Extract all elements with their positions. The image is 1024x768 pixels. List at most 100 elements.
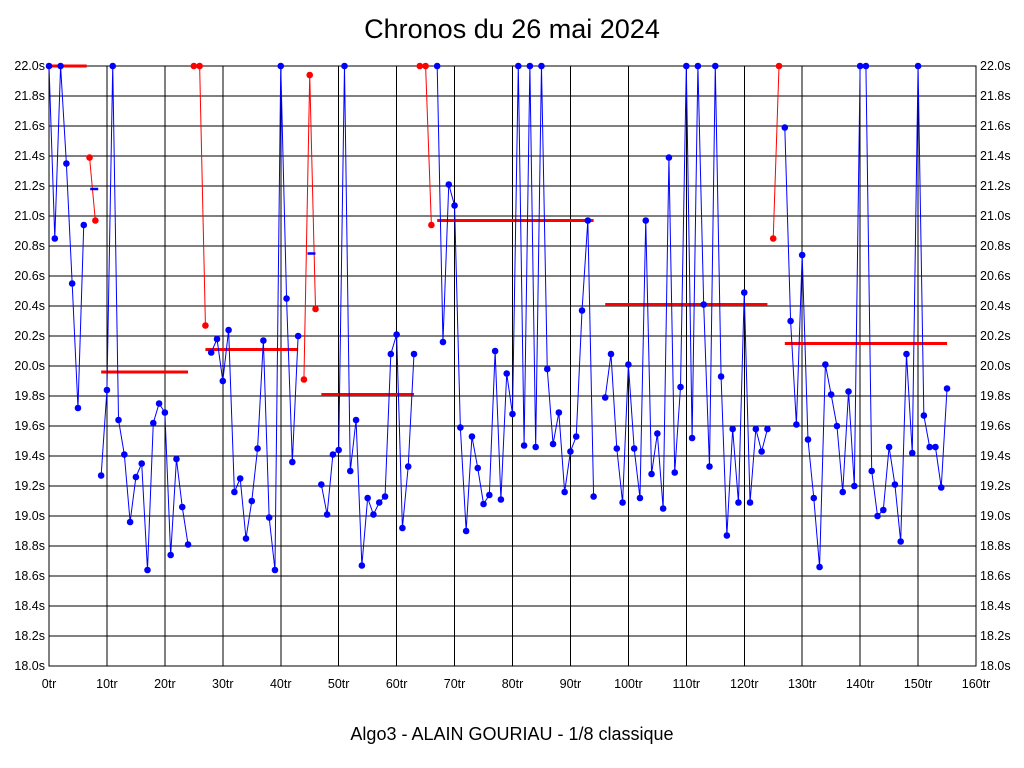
data-point-tour [758, 448, 765, 455]
data-point-tour [457, 424, 464, 431]
chart-title: Chronos du 26 mai 2024 [364, 14, 660, 44]
y-tick-label-right: 19.2s [980, 479, 1011, 493]
data-point-tour [503, 370, 511, 377]
data-point-tour [178, 503, 186, 511]
series-line-tours [210, 65, 299, 571]
data-point-tour [851, 482, 858, 490]
data-point-penalite [775, 62, 783, 70]
data-point-tour [891, 481, 899, 488]
data-point-tour [514, 62, 522, 70]
y-tick-label-right: 21.0s [980, 209, 1011, 223]
data-point-tour [567, 448, 574, 455]
data-point-tour [862, 62, 870, 70]
y-tick-label-right: 19.4s [980, 449, 1011, 463]
y-tick-label-left: 20.6s [14, 269, 45, 283]
data-point-tour [184, 541, 192, 548]
x-tick-label: 40tr [270, 677, 292, 691]
data-point-tour [798, 251, 806, 259]
data-point-tour [874, 512, 881, 520]
x-tick-label: 110tr [673, 677, 701, 691]
data-point-tour [451, 202, 458, 209]
data-point-tour [688, 434, 696, 442]
data-point-tour [97, 472, 105, 479]
y-tick-label-right: 20.6s [980, 269, 1011, 283]
data-point-tour [897, 538, 904, 545]
x-tick-label: 70tr [444, 677, 466, 691]
data-point-tour [943, 385, 951, 392]
data-point-tour [671, 469, 679, 476]
series-line-tours [320, 65, 415, 566]
data-point-tour [486, 491, 493, 499]
data-point-tour [578, 307, 586, 314]
data-point-tour [885, 443, 893, 451]
data-point-tour [764, 425, 771, 433]
data-point-tour [149, 419, 157, 427]
y-tick-label-right: 18.4s [980, 599, 1011, 613]
x-tick-label: 140tr [846, 677, 875, 691]
x-tick-label: 0tr [42, 677, 57, 691]
data-point-tour [121, 451, 128, 458]
data-point-tour [729, 425, 736, 433]
data-point-tour [926, 443, 933, 451]
y-tick-label-left: 20.0s [14, 359, 45, 373]
data-point-tour [746, 499, 754, 506]
y-tick-label-left: 21.2s [14, 179, 45, 193]
data-point-tour [289, 458, 296, 466]
data-point-tour [45, 62, 53, 70]
x-tick-label: 150tr [904, 677, 933, 691]
data-point-tour [132, 473, 140, 481]
x-tick-label: 20tr [154, 677, 176, 691]
data-point-tour [213, 335, 221, 343]
data-point-penalite [86, 154, 93, 161]
data-point-tour [908, 449, 916, 457]
x-tick-label: 50tr [328, 677, 350, 691]
data-point-tour [520, 442, 528, 449]
data-point-penalite [312, 305, 319, 313]
y-tick-label-left: 18.4s [14, 599, 45, 613]
x-tick-label: 30tr [212, 677, 234, 691]
data-point-tour [920, 412, 928, 419]
data-point-tour [723, 532, 731, 539]
y-tick-label-left: 19.2s [14, 479, 45, 493]
data-point-tour [868, 467, 876, 475]
data-point-tour [283, 295, 290, 302]
data-point-tour [509, 410, 516, 418]
data-point-tour [914, 62, 922, 70]
data-point-tour [538, 62, 545, 70]
data-point-tour [138, 460, 145, 467]
data-point-tour [607, 350, 615, 358]
data-point-tour [364, 494, 371, 502]
x-tick-label: 120tr [730, 677, 759, 691]
data-point-tour [103, 386, 111, 394]
data-point-tour [636, 494, 644, 502]
data-point-tour [804, 436, 812, 443]
data-point-penalite [769, 235, 777, 242]
y-tick-label-right: 18.6s [980, 569, 1011, 583]
data-point-tour [619, 499, 626, 506]
y-tick-label-left: 19.8s [14, 389, 45, 403]
data-point-tour [677, 383, 684, 391]
data-point-tour [601, 394, 609, 401]
data-point-tour [816, 563, 823, 571]
y-tick-label-right: 19.8s [980, 389, 1011, 403]
data-point-tour [491, 347, 499, 355]
y-tick-label-right: 20.4s [980, 299, 1011, 313]
data-point-tour [51, 235, 59, 242]
data-point-tour [590, 493, 597, 500]
data-point-penalite [190, 62, 198, 70]
data-point-tour [439, 338, 447, 346]
data-point-tour [665, 154, 673, 161]
series-line-tours [100, 65, 189, 571]
data-point-tour [683, 62, 690, 70]
data-point-tour [271, 566, 279, 574]
data-point-tour [561, 488, 568, 496]
data-point-tour [109, 62, 117, 70]
data-point-tour [219, 377, 227, 385]
x-tick-label: 60tr [386, 677, 408, 691]
x-tick-label: 80tr [502, 677, 524, 691]
data-point-tour [207, 349, 215, 356]
data-point-tour [648, 470, 655, 478]
data-point-tour [845, 388, 852, 395]
y-tick-label-right: 18.0s [980, 659, 1011, 673]
